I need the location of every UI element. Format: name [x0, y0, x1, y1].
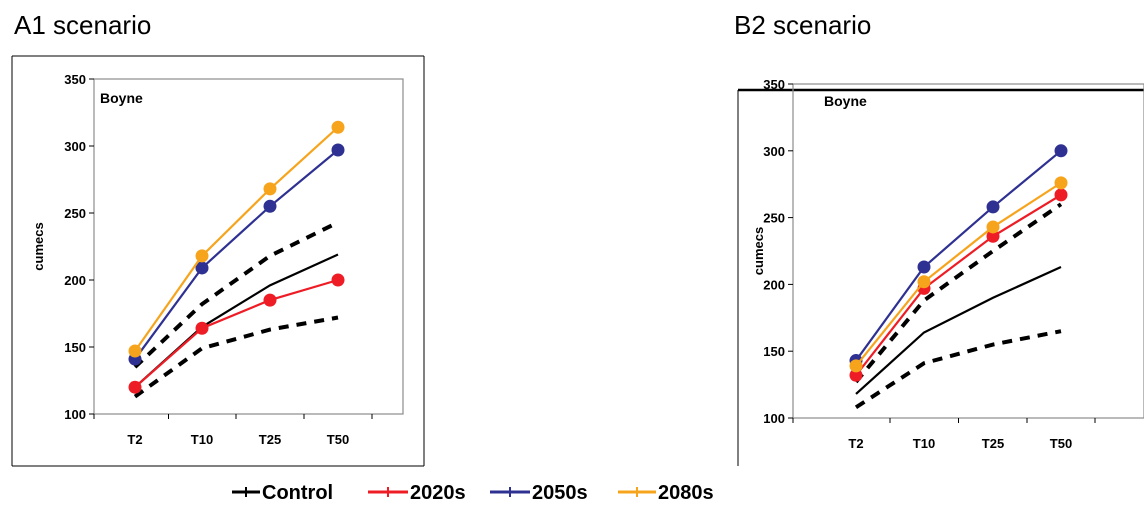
series-line-2080s: [855, 181, 1062, 367]
x-tick-label: T25: [259, 432, 281, 447]
data-point-2050s: [1054, 144, 1068, 158]
data-point-2050s: [263, 199, 277, 213]
legend: Control 2020s 2050s 2080s: [232, 482, 714, 504]
data-point-2020s: [331, 273, 345, 287]
data-point-2050s: [917, 260, 931, 274]
data-point-2080s: [331, 120, 345, 134]
plot-area: [93, 78, 404, 415]
data-point-2080s: [1054, 176, 1068, 190]
plot-area: [792, 83, 1144, 419]
series-line-2020s: [134, 278, 339, 389]
x-tick-label: T50: [1050, 436, 1072, 451]
y-tick-label: 200: [64, 273, 86, 288]
data-point-2080s: [849, 359, 863, 373]
data-point-2050s: [331, 143, 345, 157]
y-tick-label: 100: [763, 411, 785, 426]
series-line-2020s: [855, 193, 1062, 376]
x-tick-label: T2: [848, 436, 863, 451]
data-point-2080s: [986, 220, 1000, 234]
bound-lower-line: [133, 315, 339, 399]
y-tick-label: 250: [64, 206, 86, 221]
y-tick-label: 350: [64, 72, 86, 87]
x-tick-label: T25: [982, 436, 1004, 451]
legend-label-control: Control: [262, 482, 333, 504]
y-tick-label: 300: [64, 139, 86, 154]
data-point-2080s: [195, 249, 209, 263]
bound-upper-line: [854, 202, 1063, 384]
panel-label: Boyne: [100, 90, 143, 106]
y-axis-title: cumecs: [751, 227, 766, 275]
y-tick-label: 350: [763, 77, 785, 92]
chart-panel-a1: 100 150 200 250 300 350 T2 T10 T25 T50 cumecs Boyne: [11, 55, 425, 467]
scenario-title-b2: B2 scenario: [734, 10, 872, 40]
y-tick-label: 150: [763, 344, 785, 359]
y-tick-label: 250: [763, 211, 785, 226]
data-point-2050s: [986, 200, 1000, 214]
data-point-2050s: [195, 261, 209, 275]
scenario-title-a1: A1 scenario: [14, 10, 152, 40]
data-point-2020s: [1054, 188, 1068, 202]
series-line-2080s: [134, 126, 339, 352]
x-tick-label: T10: [913, 436, 935, 451]
data-point-2080s: [263, 182, 277, 196]
data-point-2080s: [128, 344, 142, 358]
panel-label: Boyne: [824, 93, 867, 109]
bound-lower-line: [854, 329, 1062, 409]
data-point-2020s: [986, 229, 1000, 243]
y-tick-label: 100: [64, 407, 86, 422]
y-tick-label: 150: [64, 340, 86, 355]
series-line-control: [855, 266, 1062, 395]
legend-label-2080s: 2080s: [658, 482, 714, 504]
legend-label-2050s: 2050s: [532, 482, 588, 504]
legend-label-2020s: 2020s: [410, 482, 466, 504]
data-point-2020s: [849, 368, 863, 382]
bound-upper-line: [133, 220, 339, 369]
x-tick-label: T2: [127, 432, 142, 447]
y-tick-label: 200: [763, 277, 785, 292]
x-tick-label: T50: [327, 432, 349, 447]
data-point-2020s: [195, 321, 209, 335]
data-point-2020s: [263, 293, 277, 307]
y-axis-title: cumecs: [31, 222, 46, 270]
series-line-2050s: [134, 149, 339, 360]
x-tick-label: T10: [191, 432, 213, 447]
series-line-control: [134, 253, 339, 389]
y-tick-label: 300: [763, 144, 785, 159]
data-point-2020s: [128, 380, 142, 394]
data-point-2080s: [917, 275, 931, 289]
series-line-2050s: [855, 149, 1062, 362]
chart-panel-b2: 100 150 200 250 300 350 T2 T10 T25 T50 cumecs Boyne: [737, 77, 1144, 466]
